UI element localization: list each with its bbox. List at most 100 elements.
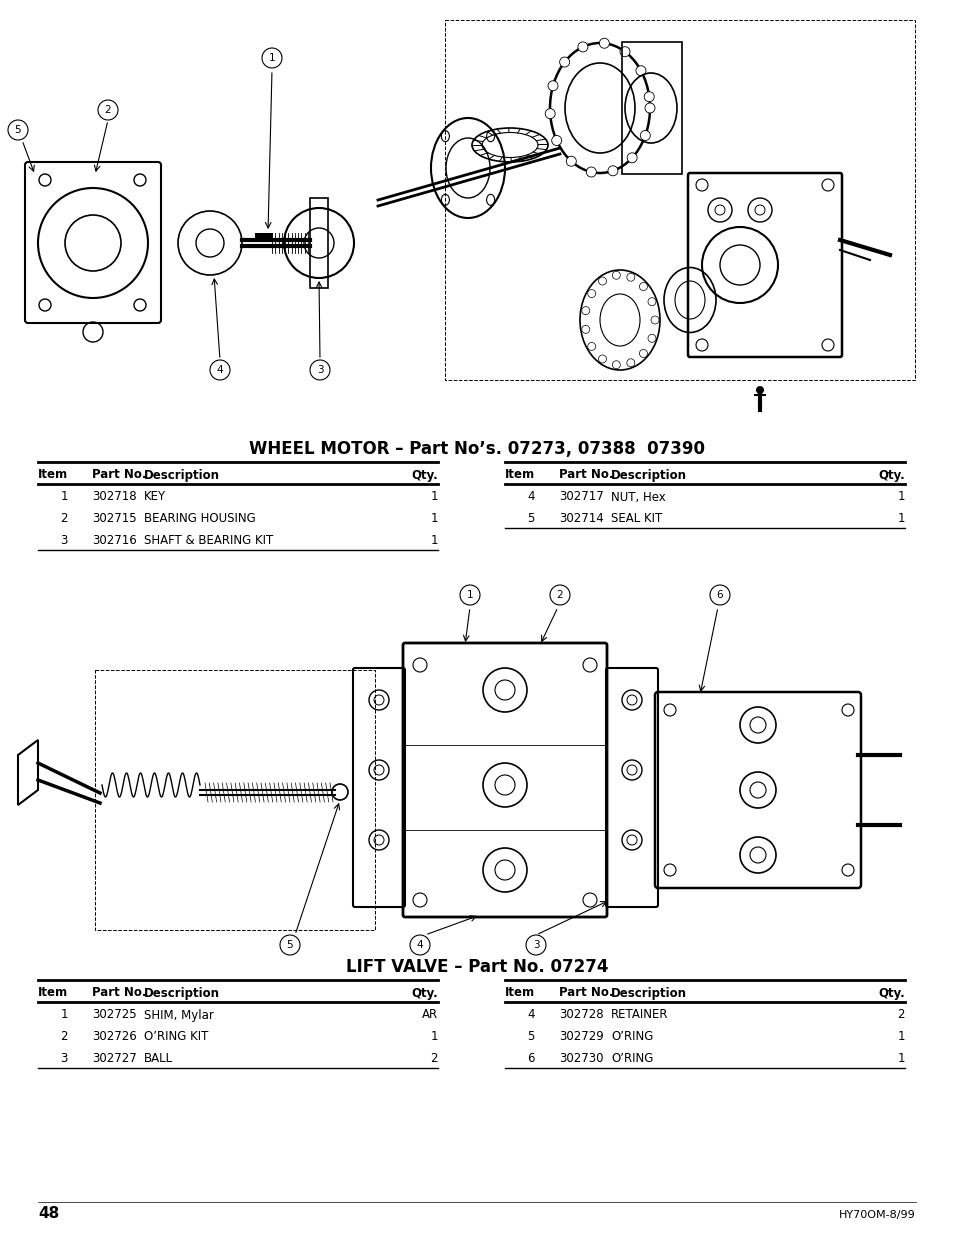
Bar xyxy=(444,20,914,380)
Text: 4: 4 xyxy=(527,490,535,504)
Text: Description: Description xyxy=(610,468,686,482)
Circle shape xyxy=(619,47,629,57)
Text: Part No.: Part No. xyxy=(558,468,613,482)
Circle shape xyxy=(709,585,729,605)
Circle shape xyxy=(598,354,606,363)
Text: Qty.: Qty. xyxy=(878,468,904,482)
Text: 3: 3 xyxy=(532,940,538,950)
Text: 2: 2 xyxy=(430,1052,437,1066)
Circle shape xyxy=(262,48,282,68)
Circle shape xyxy=(587,289,595,298)
Text: 1: 1 xyxy=(60,490,68,504)
Text: 5: 5 xyxy=(527,513,534,526)
Text: O’RING: O’RING xyxy=(610,1052,653,1066)
Text: Qty.: Qty. xyxy=(411,987,437,999)
Text: 3: 3 xyxy=(60,535,68,547)
Text: 2: 2 xyxy=(557,590,562,600)
Text: 2: 2 xyxy=(60,1030,68,1044)
Circle shape xyxy=(551,136,561,146)
Circle shape xyxy=(647,298,656,306)
Text: BEARING HOUSING: BEARING HOUSING xyxy=(144,513,255,526)
Circle shape xyxy=(566,157,576,167)
Text: Qty.: Qty. xyxy=(878,987,904,999)
Text: 4: 4 xyxy=(527,1009,535,1021)
Text: SEAL KIT: SEAL KIT xyxy=(610,513,661,526)
Text: KEY: KEY xyxy=(144,490,166,504)
Text: 1: 1 xyxy=(897,490,904,504)
Text: Part No.: Part No. xyxy=(558,987,613,999)
Text: 1: 1 xyxy=(897,513,904,526)
Text: 1: 1 xyxy=(897,1030,904,1044)
Text: 2: 2 xyxy=(105,105,112,115)
Text: 48: 48 xyxy=(38,1207,59,1221)
Circle shape xyxy=(8,120,28,140)
Circle shape xyxy=(598,277,606,285)
Circle shape xyxy=(581,325,589,333)
Text: Description: Description xyxy=(144,987,220,999)
Text: 302714: 302714 xyxy=(558,513,603,526)
Text: 5: 5 xyxy=(527,1030,534,1044)
Text: 1: 1 xyxy=(430,490,437,504)
Bar xyxy=(254,233,273,240)
Bar xyxy=(621,42,681,174)
Text: AR: AR xyxy=(421,1009,437,1021)
Text: 1: 1 xyxy=(430,1030,437,1044)
Text: 5: 5 xyxy=(14,125,21,135)
Text: Qty.: Qty. xyxy=(411,468,437,482)
Text: Item: Item xyxy=(504,468,535,482)
Text: Part No.: Part No. xyxy=(91,987,147,999)
Circle shape xyxy=(98,100,118,120)
Text: 302725: 302725 xyxy=(91,1009,136,1021)
Circle shape xyxy=(544,109,555,119)
Circle shape xyxy=(650,316,659,324)
Text: 1: 1 xyxy=(430,513,437,526)
Text: 6: 6 xyxy=(716,590,722,600)
Text: 302729: 302729 xyxy=(558,1030,603,1044)
Circle shape xyxy=(643,91,654,101)
Text: 302715: 302715 xyxy=(91,513,136,526)
Text: 2: 2 xyxy=(60,513,68,526)
Circle shape xyxy=(612,272,619,279)
Circle shape xyxy=(644,103,655,112)
Text: Item: Item xyxy=(504,987,535,999)
Text: 302718: 302718 xyxy=(91,490,136,504)
Text: 3: 3 xyxy=(60,1052,68,1066)
Circle shape xyxy=(310,359,330,380)
Text: 4: 4 xyxy=(416,940,423,950)
Circle shape xyxy=(550,585,569,605)
Text: 1: 1 xyxy=(60,1009,68,1021)
Circle shape xyxy=(755,387,763,394)
Circle shape xyxy=(547,80,558,90)
Text: LIFT VALVE – Part No. 07274: LIFT VALVE – Part No. 07274 xyxy=(345,958,608,976)
Text: RETAINER: RETAINER xyxy=(610,1009,668,1021)
Circle shape xyxy=(607,165,618,175)
Text: 1: 1 xyxy=(897,1052,904,1066)
Text: 302717: 302717 xyxy=(558,490,603,504)
Text: 1: 1 xyxy=(466,590,473,600)
Bar xyxy=(95,671,375,930)
Text: O’RING KIT: O’RING KIT xyxy=(144,1030,208,1044)
Circle shape xyxy=(598,38,609,48)
Text: 1: 1 xyxy=(269,53,275,63)
Text: BALL: BALL xyxy=(144,1052,172,1066)
Text: Description: Description xyxy=(610,987,686,999)
Circle shape xyxy=(626,359,634,367)
Text: 302727: 302727 xyxy=(91,1052,136,1066)
Text: NUT, Hex: NUT, Hex xyxy=(610,490,665,504)
Text: WHEEL MOTOR – Part No’s. 07273, 07388  07390: WHEEL MOTOR – Part No’s. 07273, 07388 07… xyxy=(249,440,704,458)
Text: SHAFT & BEARING KIT: SHAFT & BEARING KIT xyxy=(144,535,273,547)
Circle shape xyxy=(639,350,647,357)
Text: SHIM, Mylar: SHIM, Mylar xyxy=(144,1009,213,1021)
Circle shape xyxy=(639,131,650,141)
Circle shape xyxy=(559,57,569,67)
Circle shape xyxy=(578,42,587,52)
Text: Item: Item xyxy=(38,468,68,482)
Text: 4: 4 xyxy=(216,366,223,375)
Bar xyxy=(310,198,328,288)
Circle shape xyxy=(459,585,479,605)
Text: 302728: 302728 xyxy=(558,1009,603,1021)
Circle shape xyxy=(636,65,645,75)
Text: 5: 5 xyxy=(287,940,293,950)
Text: Description: Description xyxy=(144,468,220,482)
Circle shape xyxy=(626,273,634,282)
